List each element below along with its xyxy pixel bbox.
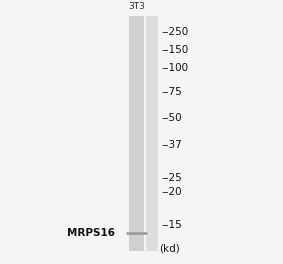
Bar [129,16,144,251]
Text: --150: --150 [161,45,188,55]
Text: (kd): (kd) [159,244,180,254]
Text: --25: --25 [161,173,182,183]
Text: --250: --250 [161,27,188,37]
Bar [146,16,158,251]
Text: 3T3: 3T3 [128,2,145,11]
Text: MRPS16: MRPS16 [67,228,115,238]
Text: --75: --75 [161,87,182,97]
Text: --20: --20 [161,187,182,197]
Text: --15: --15 [161,220,182,230]
Text: --50: --50 [161,113,182,123]
Text: --37: --37 [161,140,182,150]
Text: --100: --100 [161,63,188,73]
